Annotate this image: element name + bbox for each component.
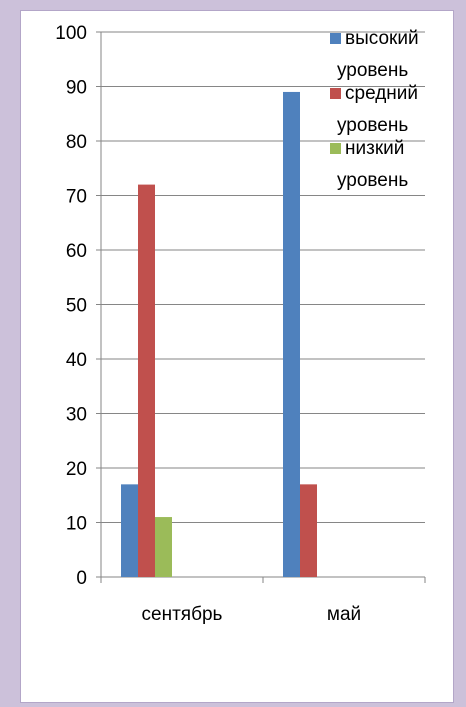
legend-item: средний уровень (330, 83, 418, 136)
x-category-labels: сентябрь май (142, 604, 362, 625)
x-category-label: май (327, 604, 361, 625)
y-tick-label: 40 (66, 350, 87, 371)
y-tick-label: 60 (66, 241, 87, 262)
legend-swatch (330, 88, 341, 99)
y-tick-label: 90 (66, 78, 87, 99)
y-tick-label: 30 (66, 405, 87, 426)
y-tick-label: 0 (76, 568, 87, 589)
y-tick-label: 100 (55, 23, 87, 44)
legend-label: низкий уровень (337, 138, 408, 191)
bars (121, 91, 317, 577)
legend-label: высокий уровень (337, 28, 419, 81)
y-tick-labels: 0 10 20 30 40 50 60 70 80 90 100 (55, 23, 87, 589)
bar (300, 484, 317, 577)
bar (121, 484, 138, 577)
chart-frame: 0 10 20 30 40 50 60 70 80 90 100 сентябрь май высок… (20, 10, 454, 703)
legend-item: высокий уровень (330, 28, 419, 81)
y-tick-label: 50 (66, 296, 87, 317)
legend-label: средний уровень (337, 83, 418, 136)
bar (138, 184, 155, 577)
legend-swatch (330, 33, 341, 44)
bar-chart: 0 10 20 30 40 50 60 70 80 90 100 сентябрь май высок… (55, 23, 426, 625)
y-tick-label: 20 (66, 459, 87, 480)
y-tick-label: 80 (66, 132, 87, 153)
y-tick-label: 70 (66, 187, 87, 208)
legend-swatch (330, 143, 341, 154)
bar (283, 91, 300, 577)
x-category-label: сентябрь (142, 604, 223, 625)
y-tick-label: 10 (66, 514, 87, 535)
bar (155, 517, 172, 577)
legend-item: низкий уровень (330, 138, 408, 191)
axes (96, 31, 426, 583)
